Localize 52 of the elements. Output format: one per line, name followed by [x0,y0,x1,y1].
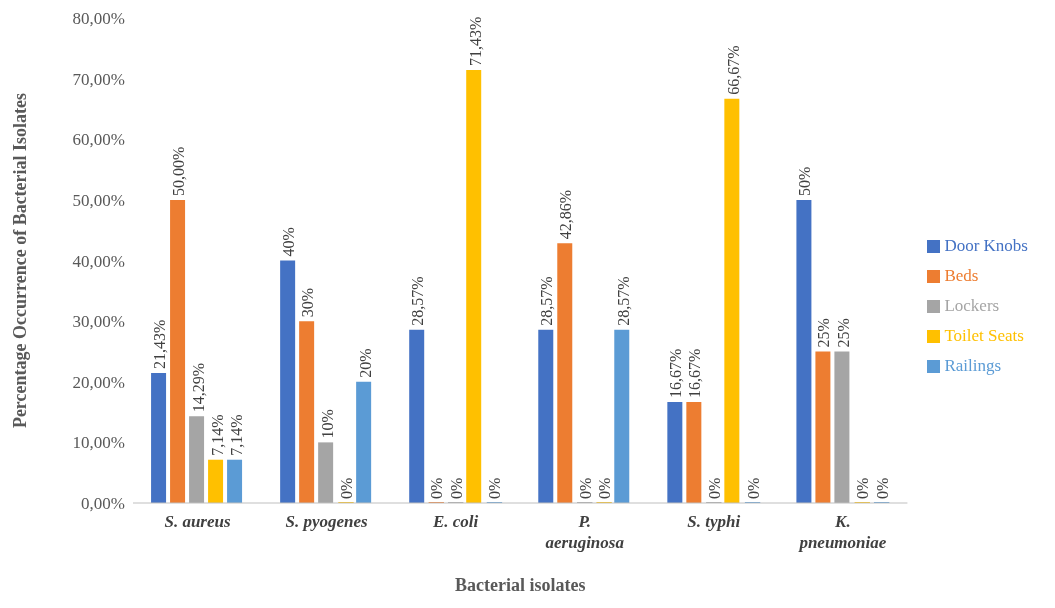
y-tick-label: 30,00% [72,312,125,332]
data-label: 25% [815,318,833,348]
data-label: 40% [279,227,297,257]
x-tick-label: P. aeruginosa [545,512,625,552]
y-tick-label: 70,00% [72,69,125,89]
data-label: 0% [447,477,465,499]
data-label: 0% [337,477,355,499]
data-label: 28,57% [615,276,633,326]
data-label: 0% [854,477,872,499]
x-axis-title: Bacterial isolates [454,575,586,595]
data-label: 0% [486,477,504,499]
y-axis-title: Percentage Occurrence of Bacterial Isolates [10,92,31,429]
data-label: 16,67% [667,348,685,398]
y-tick-label: 50,00% [72,190,125,210]
x-tick-label: E. coli [432,512,479,531]
data-label: 30% [299,287,317,318]
y-tick-label: 10,00% [72,433,125,453]
data-label: 50% [796,166,814,196]
data-label: 0% [428,477,446,499]
legend-label: Lockers [944,295,1000,315]
legend-label: Door Knobs [944,235,1028,255]
data-label: 0% [705,477,723,499]
data-label: 7,14% [208,414,226,456]
data-label: 7,14% [228,414,246,456]
data-label: 0% [576,477,594,499]
data-label: 28,57% [537,276,555,326]
x-tick-label: S. aureus [164,512,231,531]
data-label: 28,57% [408,276,426,326]
data-label: 10% [318,409,336,439]
x-tick-label: S. typhi [687,512,741,531]
data-label: 0% [873,477,891,499]
y-tick-label: 20,00% [72,372,125,392]
y-tick-label: 0,00% [81,494,125,514]
legend-label: Toilet Seats [944,325,1024,345]
x-tick-label: K. pneumoniae [797,512,887,552]
legend-label: Railings [944,355,1002,375]
data-label: 50,00% [170,146,188,196]
data-label: 25% [834,318,852,348]
data-label: 0% [744,477,762,499]
data-label: 0% [596,477,614,499]
data-label: 66,67% [725,45,743,95]
data-label: 42,86% [557,189,575,240]
data-label: 20% [357,348,375,378]
data-label: 14,29% [189,363,207,413]
legend-label: Beds [944,265,979,285]
data-label: 21,43% [150,319,168,370]
data-label: 16,67% [686,348,704,398]
y-tick-label: 40,00% [72,251,125,271]
data-label: 71,43% [467,16,485,66]
x-tick-label: S. pyogenes [285,512,369,531]
y-tick-label: 60,00% [72,130,125,150]
y-tick-label: 80,00% [72,9,125,29]
